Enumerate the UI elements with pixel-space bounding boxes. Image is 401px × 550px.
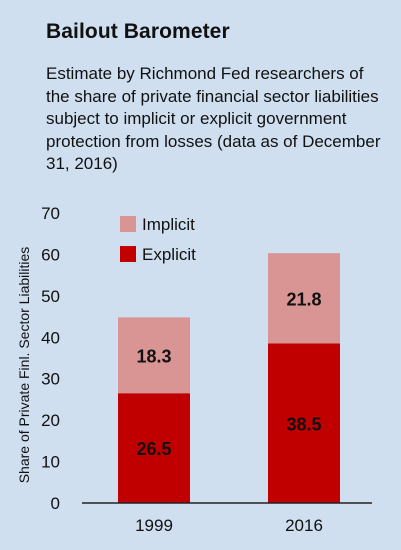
y-tick-label: 10 [41, 453, 60, 472]
chart-subtitle: Estimate by Richmond Fed researchers of … [46, 64, 381, 173]
x-tick-label: 2016 [285, 516, 323, 535]
chart-title: Bailout Barometer [46, 20, 230, 43]
data-label: 26.5 [136, 439, 171, 459]
data-label: 18.3 [136, 346, 171, 366]
y-tick-label: 40 [41, 328, 60, 347]
y-axis-label: Share of Private Finl. Sector Liabilitie… [16, 247, 32, 484]
legend-swatch-implicit [120, 216, 136, 232]
data-label: 21.8 [286, 289, 321, 309]
bar-explicit-1999 [118, 393, 190, 503]
legend-swatch-explicit [120, 246, 136, 262]
y-tick-label: 0 [51, 494, 60, 513]
legend-label-implicit: Implicit [142, 215, 195, 234]
y-tick-label: 30 [41, 370, 60, 389]
y-tick-label: 70 [41, 204, 60, 223]
legend-label-explicit: Explicit [142, 245, 196, 264]
y-tick-label: 60 [41, 245, 60, 264]
x-tick-label: 1999 [135, 516, 173, 535]
y-tick-label: 50 [41, 287, 60, 306]
y-tick-label: 20 [41, 411, 60, 430]
data-label: 38.5 [286, 414, 321, 434]
bar-implicit-2016 [268, 253, 340, 344]
bar-explicit-2016 [268, 343, 340, 503]
bar-implicit-1999 [118, 317, 190, 394]
